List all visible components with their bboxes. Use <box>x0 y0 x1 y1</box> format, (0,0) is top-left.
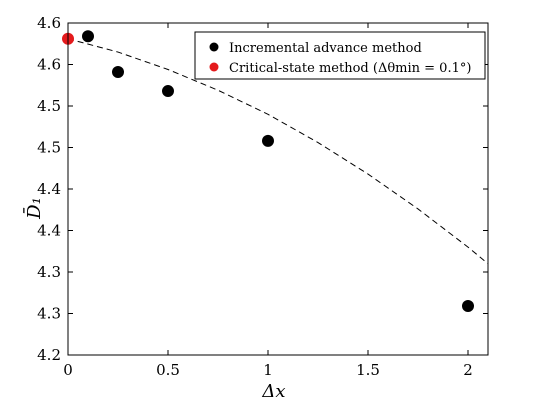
data-point-incremental <box>462 300 474 313</box>
x-tick-label: 0.5 <box>156 361 180 379</box>
legend-label-critical-state: Critical-state method (Δθmin = 0.1°) <box>229 61 471 76</box>
y-tick-label: 4.6 <box>37 56 61 74</box>
x-tick-label: 1 <box>263 361 273 379</box>
legend-marker-critical-state <box>209 62 219 72</box>
fit-line-layer <box>67 38 489 265</box>
y-tick-label: 4.6 <box>37 14 61 32</box>
data-point-incremental <box>82 30 94 43</box>
legend-marker-incremental <box>209 42 219 52</box>
x-tick-label: 2 <box>463 361 473 379</box>
data-point-incremental <box>162 85 174 98</box>
y-tick-label: 4.5 <box>37 97 61 115</box>
y-tick-label: 4.4 <box>37 222 61 240</box>
y-tick-label: 4.3 <box>37 263 61 281</box>
x-tick-label: 0 <box>63 361 73 379</box>
data-point-incremental <box>262 134 274 147</box>
data-points-layer <box>62 30 474 313</box>
y-axis-label: D̄₁ <box>22 197 45 220</box>
legend-box <box>194 31 486 80</box>
x-tick-label: 1.5 <box>356 361 380 379</box>
axes-layer: 0 0.5 1 1.5 2 4.2 4.3 4.3 4.4 4.4 4.5 4.5 4.6 4.6 <box>37 14 489 379</box>
y-tick-label: 4.4 <box>37 180 61 198</box>
y-tick-label: 4.2 <box>37 346 61 364</box>
data-point-incremental <box>112 65 124 78</box>
x-axis-label: Δx <box>261 381 285 402</box>
legend: Incremental advance method Critical-stat… <box>194 31 486 80</box>
legend-label-incremental: Incremental advance method <box>229 41 422 56</box>
fit-line <box>67 38 489 265</box>
y-tick-label: 4.3 <box>37 305 61 323</box>
y-tick-label: 4.5 <box>37 139 61 157</box>
